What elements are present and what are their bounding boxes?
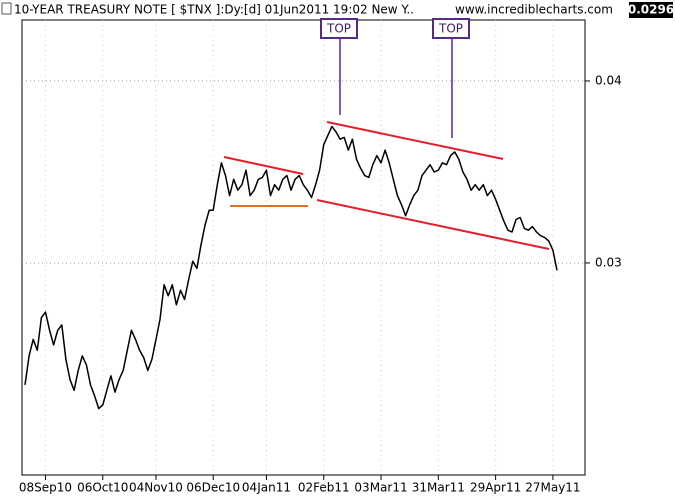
y-tick-label: 0.03 <box>595 255 622 269</box>
annotation: TOP <box>438 22 463 36</box>
x-tick-label: 02Feb11 <box>298 481 350 495</box>
x-tick-label: 04Jan11 <box>242 481 291 495</box>
price-line <box>24 125 558 410</box>
x-tick-label: 06Oct10 <box>77 481 128 495</box>
trend-line <box>223 156 304 175</box>
plot-frame <box>21 19 586 476</box>
annotation-box <box>432 18 470 39</box>
icon <box>1 2 12 15</box>
x-tick-label: 08Sep10 <box>19 481 72 495</box>
last-price-box <box>629 2 673 18</box>
chart-title: 10-YEAR TREASURY NOTE [ $TNX ]:Dy:[d] 01… <box>14 3 414 17</box>
x-tick-label: 29Apr11 <box>470 481 521 495</box>
source: www.incrediblecharts.com <box>455 3 613 17</box>
trend-line <box>316 199 550 250</box>
trend-line <box>326 121 504 160</box>
x-tick-label: 03Mar11 <box>354 481 407 495</box>
x-tick-label: 27May11 <box>525 481 580 495</box>
x-tick-label: 04Nov10 <box>129 481 183 495</box>
last-price: 0.0296 <box>628 3 674 17</box>
y-tick-label: 0.04 <box>595 73 622 87</box>
grid <box>22 20 585 475</box>
x-tick-label: 06Dec10 <box>186 481 240 495</box>
annotation: TOP <box>326 22 351 36</box>
annotation-box <box>320 18 358 39</box>
x-tick-label: 31Mar11 <box>412 481 465 495</box>
